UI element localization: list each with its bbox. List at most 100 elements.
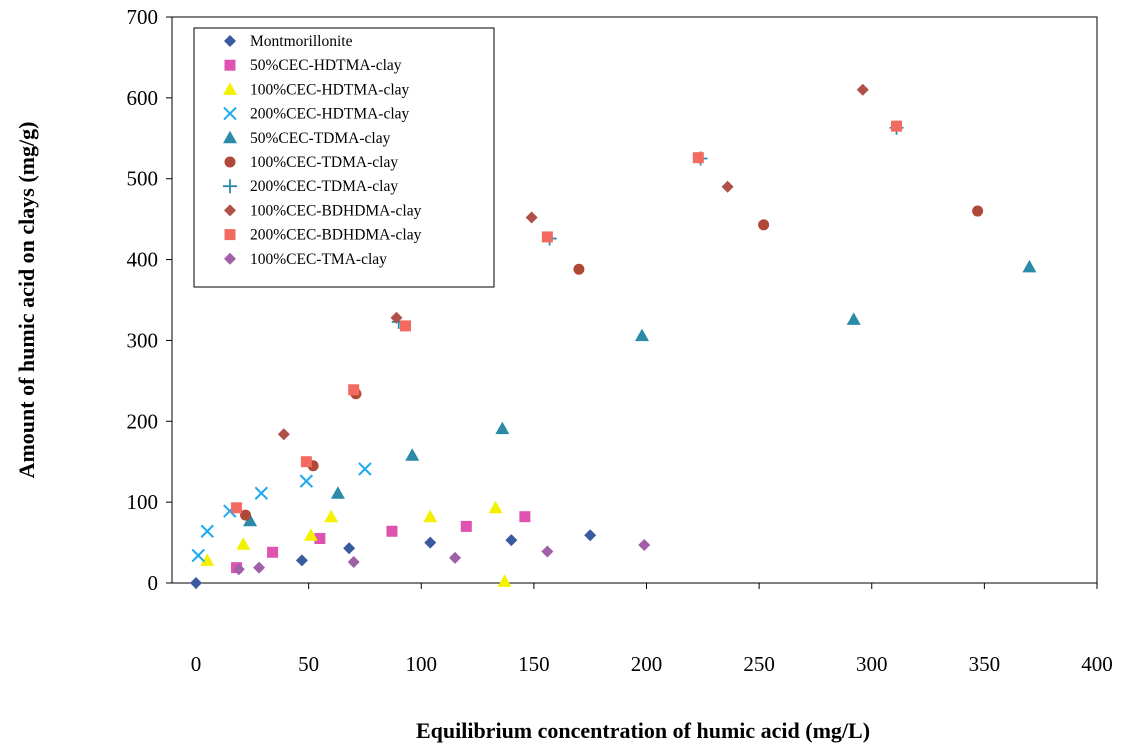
legend-entry: 100%CEC-BDHDMA-clay <box>224 202 422 219</box>
x-tick-label: 250 <box>743 652 775 676</box>
data-point <box>191 548 205 563</box>
data-point <box>449 551 462 564</box>
data-point <box>505 534 518 547</box>
data-point <box>423 509 438 523</box>
y-tick-label: 0 <box>148 571 159 595</box>
legend-label: 100%CEC-BDHDMA-clay <box>250 202 422 219</box>
legend-entry: 200%CEC-HDTMA-clay <box>223 106 410 123</box>
data-point <box>330 486 345 499</box>
data-point <box>584 529 597 542</box>
x-tick-label: 0 <box>191 652 202 676</box>
legend-marker <box>224 156 236 168</box>
legend-entry: 50%CEC-TDMA-clay <box>223 130 391 147</box>
x-tick-label: 350 <box>969 652 1001 676</box>
x-tick-label: 50 <box>298 652 319 676</box>
data-point <box>190 577 202 589</box>
x-axis-title-group: Equilibrium concentration of humic acid … <box>416 718 870 743</box>
data-point <box>299 474 314 488</box>
y-tick-label: 300 <box>127 328 159 352</box>
x-tick-label: 300 <box>856 652 888 676</box>
series-0 <box>190 529 597 589</box>
legend-marker <box>224 252 236 265</box>
data-point <box>267 546 279 558</box>
y-tick-label: 700 <box>127 5 159 29</box>
y-axis-title: Amount of humic acid on clays (mg/g) <box>14 122 39 479</box>
data-point <box>200 524 214 538</box>
data-point <box>1022 259 1037 273</box>
data-point <box>254 486 269 500</box>
data-point <box>541 231 553 243</box>
data-point <box>638 538 651 551</box>
data-point <box>424 536 437 549</box>
legend-label: 200%CEC-HDTMA-clay <box>250 106 410 123</box>
legend-entry: 100%CEC-TMA-clay <box>224 251 387 268</box>
data-point <box>314 533 326 545</box>
data-point <box>525 211 538 224</box>
data-point <box>541 545 554 558</box>
legend-entry: Montmorillonite <box>224 33 353 50</box>
series-3 <box>191 462 372 563</box>
data-point <box>358 462 372 476</box>
x-tick-label: 150 <box>518 652 550 676</box>
legend-label: 100%CEC-HDTMA-clay <box>250 81 410 98</box>
data-point <box>386 525 398 537</box>
data-point <box>497 574 512 587</box>
data-point <box>846 312 861 325</box>
plot-frame <box>171 16 1098 584</box>
data-point <box>390 311 403 324</box>
data-point <box>891 120 903 132</box>
legend-marker <box>223 130 237 144</box>
legend-entry: 200%CEC-BDHDMA-clay <box>224 227 422 244</box>
series-7 <box>277 83 869 441</box>
legend-entry: 50%CEC-HDTMA-clay <box>224 57 402 74</box>
legend-box <box>193 27 495 288</box>
data-point <box>231 502 243 514</box>
legend-label: Montmorillonite <box>250 33 353 50</box>
data-point <box>758 219 770 231</box>
data-point <box>240 509 252 521</box>
legend-marker <box>224 59 236 71</box>
legend-label: 200%CEC-BDHDMA-clay <box>250 227 422 244</box>
data-point <box>277 428 290 441</box>
plot-area: 0 100 200 300 400 500 600 700 0 50 100 150 200 250 300… <box>127 5 1113 676</box>
legend: Montmorillonite 50%CEC-HDTMA-clay 100%CEC-… <box>193 27 495 288</box>
data-point <box>200 553 215 566</box>
series-9 <box>232 538 651 576</box>
legend-marker <box>223 82 237 95</box>
data-point <box>405 448 420 461</box>
data-point <box>692 152 704 164</box>
legend-entry: 100%CEC-HDTMA-clay <box>223 81 410 98</box>
legend-label: 100%CEC-TMA-clay <box>250 251 387 268</box>
series-4 <box>243 259 1037 527</box>
data-point <box>243 513 258 527</box>
x-tick-label: 400 <box>1081 652 1113 676</box>
data-point <box>488 500 503 514</box>
legend-label: 50%CEC-TDMA-clay <box>250 130 391 147</box>
x-axis-title: Equilibrium concentration of humic acid … <box>416 718 870 743</box>
data-point <box>324 509 339 523</box>
legend-label: 200%CEC-TDMA-clay <box>250 178 398 195</box>
y-tick-label: 200 <box>127 409 159 433</box>
data-point <box>253 561 266 574</box>
series-2 <box>200 500 512 587</box>
data-point <box>634 328 649 342</box>
data-point <box>573 263 585 275</box>
x-tick-label: 200 <box>631 652 663 676</box>
legend-marker <box>224 204 236 217</box>
legend-marker <box>223 106 237 121</box>
data-point <box>348 384 360 396</box>
data-point <box>519 511 531 523</box>
data-point <box>343 542 356 555</box>
y-tick-label: 100 <box>127 490 159 514</box>
legend-marker <box>224 229 236 241</box>
data-point <box>295 554 308 567</box>
data-point <box>856 83 869 96</box>
data-point <box>232 563 245 576</box>
y-tick-label: 600 <box>127 86 159 110</box>
legend-entry: 200%CEC-TDMA-clay <box>223 178 398 195</box>
data-point <box>300 456 312 468</box>
x-tick-label: 100 <box>406 652 438 676</box>
legend-label: 100%CEC-TDMA-clay <box>250 154 398 171</box>
legend-marker <box>224 35 236 47</box>
